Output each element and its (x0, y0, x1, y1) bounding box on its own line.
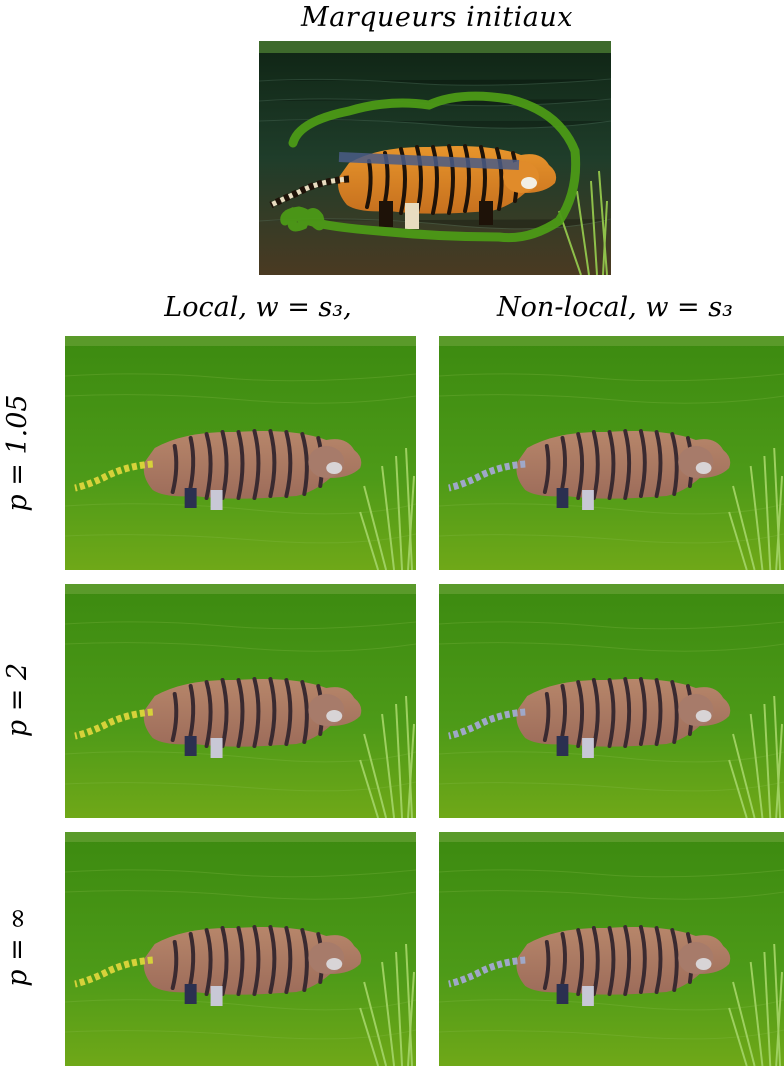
panel-nonlocal-pinf (439, 832, 784, 1066)
column-title-local: Local, w = s₃, (164, 292, 352, 323)
figure-title: Marqueurs initiaux (301, 2, 573, 33)
row-label-p2: p = 2 (2, 662, 33, 738)
row-label-pinf: p = ∞ (2, 907, 33, 987)
panel-nonlocal-p105 (439, 336, 784, 570)
panel-local-p105 (65, 336, 416, 570)
panel-local-pinf (65, 832, 416, 1066)
column-title-nonlocal: Non-local, w = s₃ (497, 292, 733, 323)
row-label-p105: p = 1.05 (2, 394, 33, 512)
panel-initial-markers (259, 41, 611, 275)
panel-nonlocal-p2 (439, 584, 784, 818)
panel-local-p2 (65, 584, 416, 818)
